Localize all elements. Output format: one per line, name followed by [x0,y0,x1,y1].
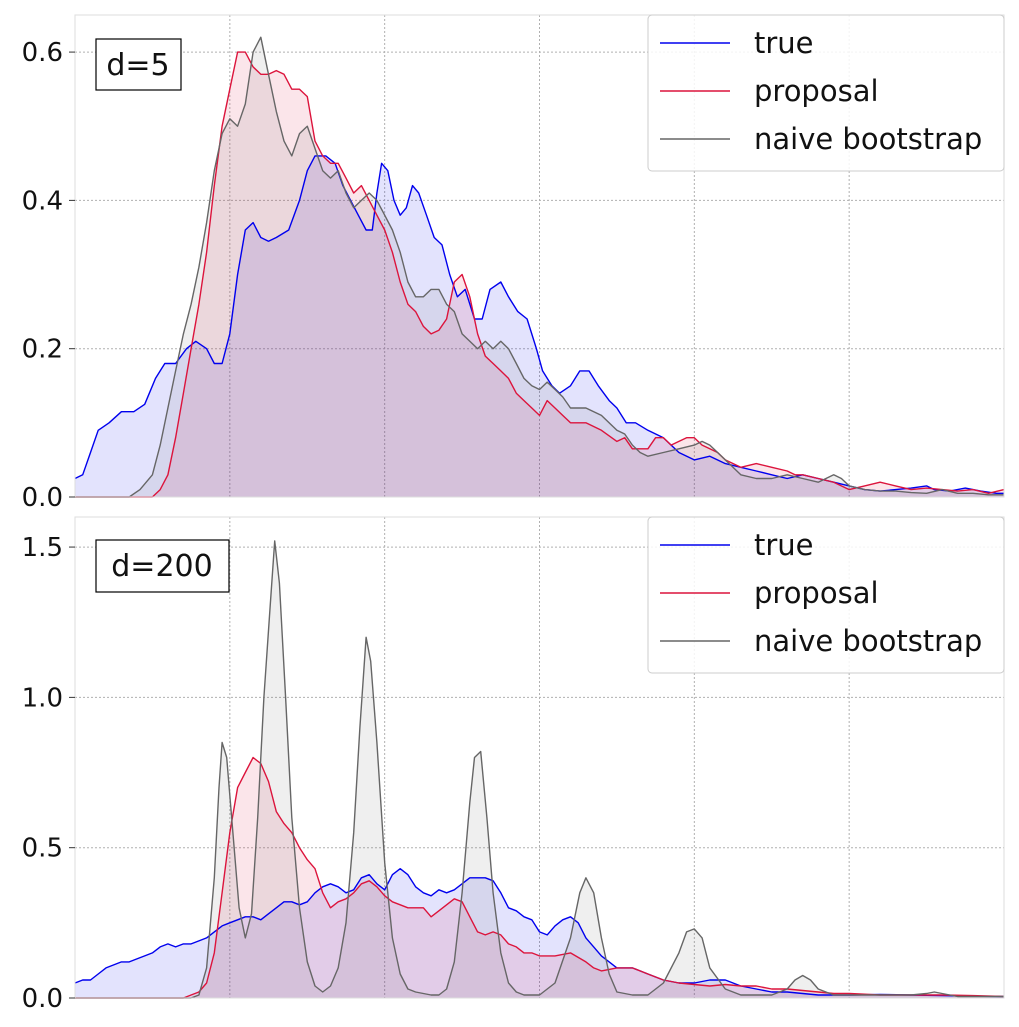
y-tick-label: 0.6 [22,38,63,68]
series-line-proposal [75,756,1005,999]
y-tick-label: 0.0 [22,483,63,513]
y-tick-label: 1.5 [22,533,63,563]
dimension-label: d=200 [111,549,212,584]
series-area-naive-bootstrap [75,37,1004,497]
y-tick-label: 0.5 [22,834,63,864]
legend-box [647,516,1005,674]
series-area-proposal [75,52,1004,497]
legend-label: true [754,528,814,562]
axes-frame [74,14,1005,498]
y-tick-label: 1.0 [22,683,63,713]
series-line-naive-bootstrap [75,540,1004,999]
panel-d200: 0.0 0.5 1.0 1.5 d=200 true proposal naive boots… [22,516,1005,1014]
annotation-box [95,539,230,593]
series-line-proposal [75,51,1005,498]
axes-frame [74,516,1005,999]
legend-label: proposal [754,74,879,108]
legend-label: naive bootstrap [754,122,982,156]
legend-label: proposal [754,576,879,610]
legend-label: true [754,26,814,60]
series-area-proposal [75,757,1004,998]
dimension-label: d=5 [106,48,169,83]
y-tick-label: 0.0 [22,984,63,1014]
legend-label: naive bootstrap [754,624,982,658]
y-tick-label: 0.4 [22,186,63,216]
series-line-naive-bootstrap [75,36,1004,498]
series-area-true [75,868,1004,998]
y-tick-label: 0.2 [22,335,63,365]
series-area-true [75,155,1004,497]
panel-d5: 0.0 0.2 0.4 0.6 d=5 true proposal naive bootstr… [22,14,1005,513]
legend-box [647,14,1005,172]
annotation-box [95,38,182,91]
series-line-true [74,868,1005,998]
